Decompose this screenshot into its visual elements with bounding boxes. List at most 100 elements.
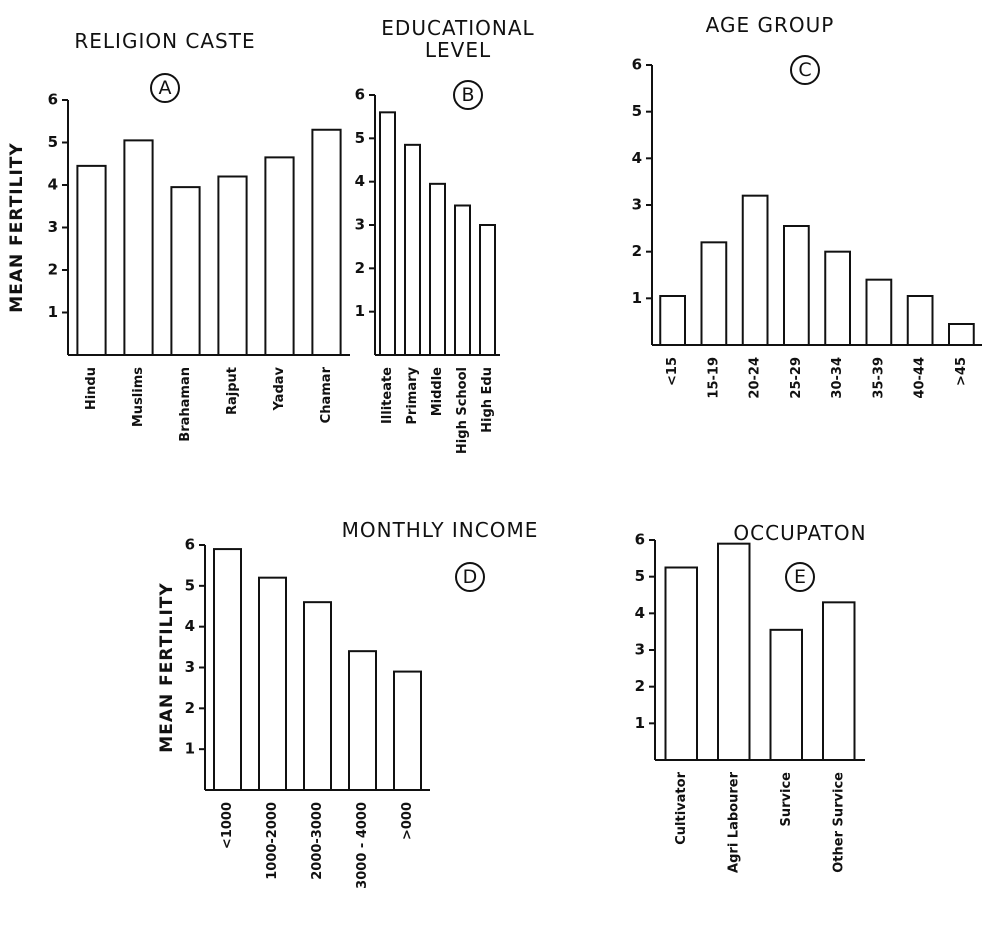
y-tick-label: 1 bbox=[48, 303, 58, 321]
bar bbox=[303, 601, 332, 792]
bar bbox=[348, 650, 377, 792]
x-tick-label: Survice bbox=[779, 772, 794, 827]
bar bbox=[258, 576, 287, 792]
x-tick-label: 35-39 bbox=[871, 357, 886, 399]
bar bbox=[379, 111, 396, 357]
x-tick-label: Illiteate bbox=[380, 367, 395, 424]
y-tick-label: 4 bbox=[632, 149, 642, 167]
bar bbox=[948, 323, 975, 346]
y-tick-label: 2 bbox=[355, 259, 365, 277]
x-tick-label: 3000 - 4000 bbox=[355, 802, 370, 889]
x-tick-label: Other Survice bbox=[831, 772, 846, 873]
bar bbox=[311, 128, 342, 356]
y-tick-label: 1 bbox=[355, 302, 365, 320]
x-tick-label: 2000-3000 bbox=[310, 802, 325, 880]
x-tick-label: Hindu bbox=[84, 367, 99, 410]
y-tick-label: 1 bbox=[185, 740, 195, 758]
x-tick-label: Middle bbox=[430, 367, 445, 416]
bar bbox=[865, 278, 893, 346]
bar bbox=[217, 175, 248, 356]
bar bbox=[783, 225, 810, 346]
y-tick-label: 5 bbox=[48, 133, 58, 151]
panel-badge bbox=[790, 55, 820, 85]
panel-label: B bbox=[461, 84, 474, 106]
x-tick-label: 20-24 bbox=[748, 357, 763, 399]
chart-title: LEVEL bbox=[425, 38, 491, 62]
y-tick-label: 5 bbox=[355, 129, 365, 147]
y-tick-label: 1 bbox=[632, 289, 642, 307]
y-tick-label: 3 bbox=[185, 658, 195, 676]
y-tick-label: 3 bbox=[632, 196, 642, 214]
x-tick-label: Chamar bbox=[319, 366, 334, 423]
x-tick-label: <1000 bbox=[220, 802, 235, 849]
y-axis-label: MEAN FERTILITY bbox=[7, 142, 27, 312]
x-tick-label: <15 bbox=[665, 357, 680, 386]
panel-label: C bbox=[798, 59, 811, 81]
bar bbox=[769, 628, 803, 761]
y-tick-label: 3 bbox=[355, 216, 365, 234]
y-tick-label: 4 bbox=[185, 617, 195, 635]
bar bbox=[170, 186, 201, 356]
y-tick-label: 6 bbox=[48, 91, 58, 109]
x-tick-label: 25-29 bbox=[789, 357, 804, 399]
y-tick-label: 4 bbox=[635, 604, 645, 622]
y-tick-label: 5 bbox=[632, 102, 642, 120]
bar bbox=[659, 295, 686, 346]
chart-title: EDUCATIONAL bbox=[381, 16, 534, 40]
y-tick-label: 4 bbox=[48, 176, 58, 194]
bar bbox=[717, 542, 751, 762]
chart-title: AGE GROUP bbox=[706, 13, 835, 37]
y-tick-label: 6 bbox=[355, 86, 365, 104]
bar bbox=[429, 182, 446, 356]
bar bbox=[700, 241, 728, 346]
bar bbox=[906, 295, 934, 346]
x-tick-label: Rajput bbox=[225, 367, 240, 415]
y-tick-label: 6 bbox=[632, 56, 642, 74]
panel-badge bbox=[150, 73, 180, 103]
bar bbox=[264, 156, 295, 356]
bar bbox=[741, 194, 769, 346]
y-tick-label: 5 bbox=[185, 576, 195, 594]
y-tick-label: 1 bbox=[635, 714, 645, 732]
x-tick-label: High School bbox=[455, 367, 470, 454]
y-tick-label: 5 bbox=[635, 567, 645, 585]
x-tick-label: >000 bbox=[400, 802, 415, 840]
x-tick-label: 40-44 bbox=[913, 357, 928, 399]
bar bbox=[76, 164, 107, 356]
y-tick-label: 3 bbox=[635, 641, 645, 659]
x-tick-label: Cultivator bbox=[674, 771, 689, 844]
bar bbox=[393, 670, 422, 791]
x-tick-label: 1000-2000 bbox=[265, 802, 280, 880]
y-tick-label: 2 bbox=[635, 677, 645, 695]
y-tick-label: 4 bbox=[355, 172, 365, 190]
x-tick-label: Agri Labourer bbox=[726, 771, 741, 873]
x-tick-label: 30-34 bbox=[830, 357, 845, 399]
x-tick-label: >45 bbox=[954, 357, 969, 386]
x-tick-label: Yadav bbox=[272, 366, 287, 411]
bar bbox=[123, 139, 154, 356]
bar bbox=[822, 601, 856, 761]
x-tick-label: Primary bbox=[405, 366, 420, 424]
bar bbox=[824, 250, 851, 347]
panel-label: A bbox=[159, 77, 172, 99]
panel-label: D bbox=[463, 566, 478, 588]
bar bbox=[479, 224, 496, 356]
chart-title: MONTHLY INCOME bbox=[342, 518, 539, 542]
bar bbox=[664, 566, 698, 761]
panel-badge bbox=[455, 562, 485, 592]
x-tick-label: High Edu bbox=[480, 367, 495, 433]
panel-badge bbox=[785, 562, 815, 592]
panel-badge bbox=[453, 80, 483, 110]
bar bbox=[213, 548, 242, 791]
y-tick-label: 3 bbox=[48, 218, 58, 236]
x-tick-label: Brahaman bbox=[178, 367, 193, 442]
x-tick-label: Muslims bbox=[131, 367, 146, 427]
y-tick-label: 6 bbox=[185, 536, 195, 554]
panel-label: E bbox=[794, 566, 806, 588]
x-tick-label: 15-19 bbox=[706, 357, 721, 399]
y-tick-label: 2 bbox=[632, 242, 642, 260]
y-tick-label: 2 bbox=[48, 261, 58, 279]
bar bbox=[404, 143, 421, 356]
chart-title: OCCUPATON bbox=[733, 521, 866, 545]
